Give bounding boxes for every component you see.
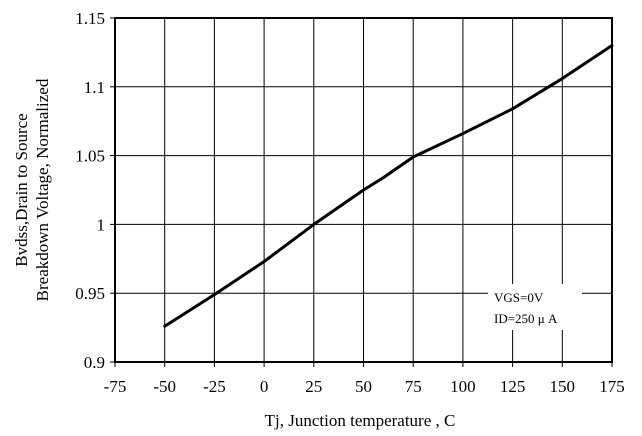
y-tick-label: 0.95 (75, 284, 105, 303)
y-axis-title: Bvdss,Drain to Source Breakdown Voltage,… (12, 78, 52, 301)
x-tick-label: -75 (104, 377, 127, 396)
x-tick-label: 75 (405, 377, 422, 396)
x-tick-label: -25 (203, 377, 226, 396)
y-tick-label: 1.05 (75, 147, 105, 166)
x-tick-label: -50 (153, 377, 176, 396)
x-tick-label: 150 (550, 377, 576, 396)
annotation-id: ID=250 μ A (494, 311, 558, 326)
series-line (163, 44, 614, 328)
tick-labels: -75 -50 -25 0 25 50 75 100 125 150 175 0.9 0.95 1 1.05… (75, 9, 625, 396)
x-tick-label: 125 (500, 377, 526, 396)
x-tick-label: 0 (260, 377, 269, 396)
y-tick-label: 1.1 (84, 78, 105, 97)
annotation-background (488, 284, 582, 330)
series-layer (163, 44, 614, 328)
x-tick-label: 175 (599, 377, 625, 396)
x-axis-title: Tj, Junction temperature , C (265, 411, 456, 430)
plot-frame (110, 17, 613, 367)
x-tick-label: 100 (450, 377, 476, 396)
y-tick-label: 1 (97, 215, 106, 234)
y-tick-label: 0.9 (84, 353, 105, 372)
y-tick-label: 1.15 (75, 9, 105, 28)
plot-border (114, 17, 613, 363)
x-tick-label: 50 (355, 377, 372, 396)
x-tick-label: 25 (305, 377, 322, 396)
y-axis-title-line-2: Breakdown Voltage, Normalized (33, 78, 52, 301)
y-axis-title-line-1: Bvdss,Drain to Source (12, 113, 31, 266)
annotation-vgs: VGS=0V (494, 290, 544, 305)
